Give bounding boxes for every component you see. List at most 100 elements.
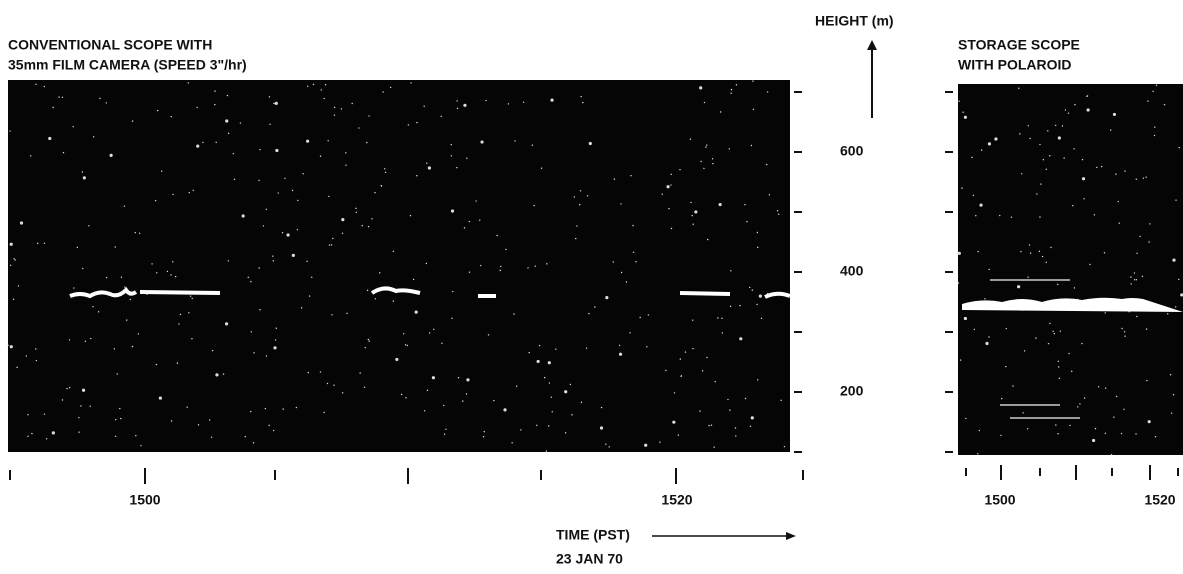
speck [364,346,366,349]
speck [239,122,242,124]
time-ticks [9,465,1179,484]
speck [1094,427,1097,430]
speck [14,259,16,261]
speck [618,344,621,347]
speck [187,82,189,84]
height-label: 200 [840,383,864,399]
speck [308,295,311,297]
speck [272,255,274,257]
speck [580,95,582,98]
speck [721,332,724,334]
speck [268,96,271,98]
speck [1178,146,1181,149]
speck [443,433,446,435]
speck [499,269,502,272]
speck [1083,198,1085,200]
speck [735,435,737,437]
speck [179,313,182,316]
speck [275,148,279,153]
speck [319,155,322,157]
speck [569,383,572,386]
speck [689,138,692,140]
speck [188,312,190,314]
speck [274,339,277,341]
speck [78,416,80,419]
speck [965,417,967,420]
speck [482,436,485,438]
speck [594,306,596,308]
speck [1110,454,1113,456]
speck [1178,278,1180,281]
speck [479,219,481,221]
speck [1020,251,1022,253]
speck [520,429,522,431]
speck [531,144,534,146]
speck [527,267,529,269]
speck [374,298,377,300]
speck [1142,177,1145,179]
speck [1058,366,1060,368]
speck [746,221,748,223]
speck [1172,394,1175,396]
speck [540,167,543,169]
time-label: 1520 [1144,492,1175,508]
right-title: WITH POLAROID [958,57,1072,73]
speck [78,431,80,433]
speck [89,405,91,407]
speck [1100,165,1103,168]
speck [503,408,507,412]
speck [1083,397,1086,399]
speck [1141,275,1144,278]
speck [750,144,753,147]
speck [1154,436,1157,438]
speck [1057,283,1059,286]
speck [536,424,538,427]
speck [35,83,37,85]
speck [450,144,452,146]
speck [300,307,303,309]
speck [191,338,193,340]
speck [721,317,723,320]
speck [379,272,381,274]
speck [129,298,131,301]
speck [666,185,670,189]
speck [295,406,298,409]
speck [465,393,468,395]
speck [1115,173,1117,175]
speck [1057,136,1061,140]
speck [550,98,554,102]
speck [632,251,635,253]
speck [250,331,252,333]
speck [711,158,714,160]
speck [1057,432,1059,435]
speck [109,153,113,158]
speck [403,333,405,335]
speck [361,225,363,227]
speck [423,410,426,412]
speck [1118,222,1120,224]
speck [1017,285,1021,289]
speck [1167,313,1169,315]
speck [582,101,584,104]
speck [363,386,366,388]
speck [1039,216,1041,218]
speck [9,345,13,349]
speck [151,263,153,265]
left-title: CONVENTIONAL SCOPE WITH [8,37,212,53]
speck [744,203,746,206]
speck [625,281,628,283]
speck [76,246,79,249]
speck [463,103,467,107]
speck [588,312,590,315]
speck [483,430,485,433]
speck [51,431,55,435]
speck [9,264,12,266]
speck [522,101,525,103]
speck [551,411,553,413]
speck [744,397,747,400]
speck [618,352,623,356]
speck [979,203,983,207]
speck [466,378,470,382]
speck [978,429,981,432]
speck [586,195,589,197]
